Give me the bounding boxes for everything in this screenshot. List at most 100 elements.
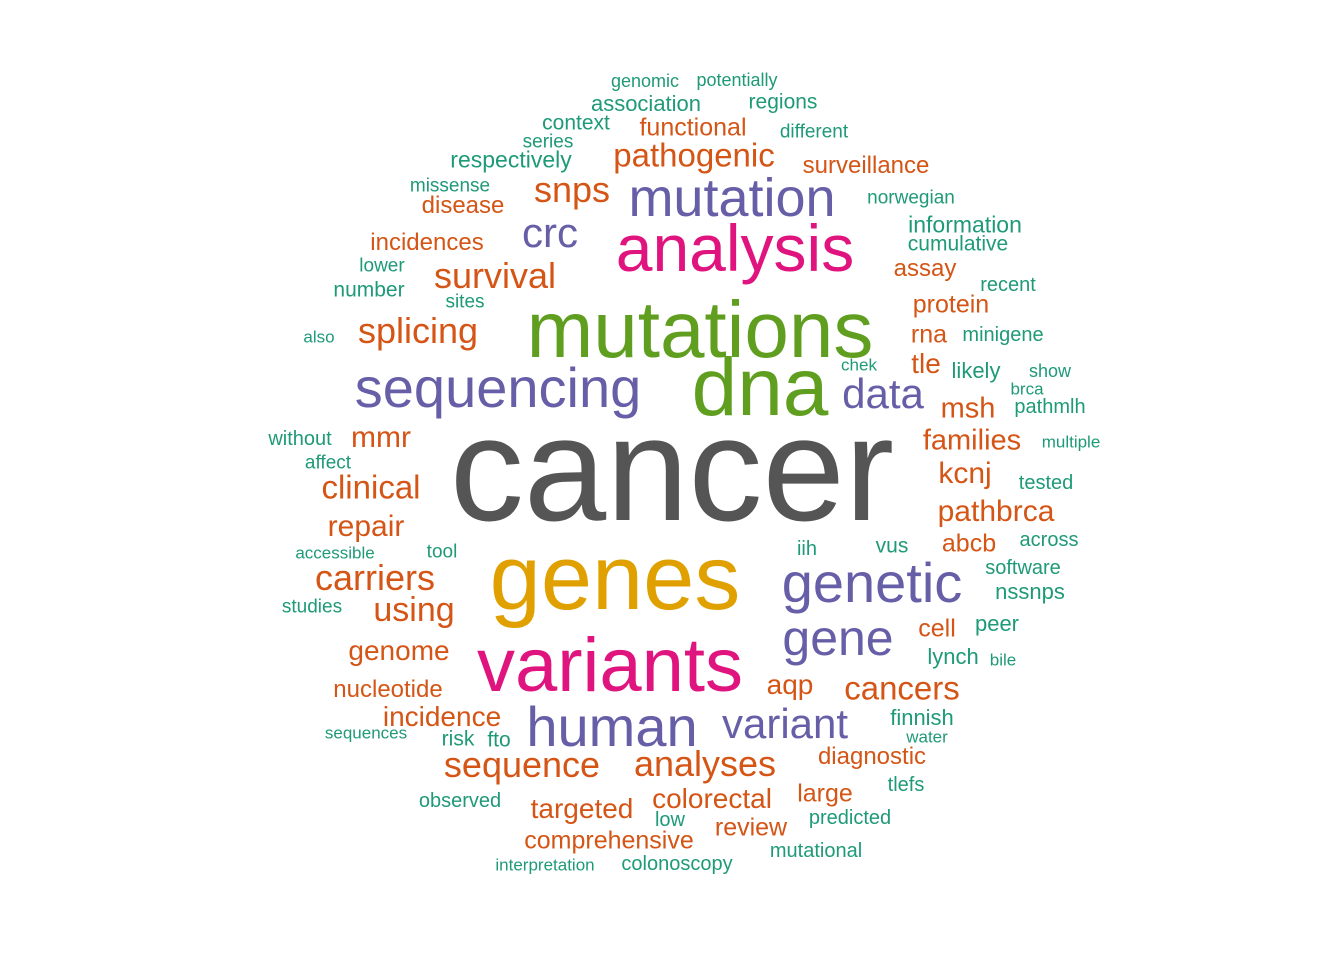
- word-cell: cell: [918, 614, 956, 643]
- word-data: data: [842, 370, 924, 417]
- word-tested: tested: [1018, 472, 1074, 494]
- word-series: series: [522, 131, 574, 153]
- word-fto: fto: [487, 728, 511, 752]
- word-norwegian: norwegian: [867, 187, 955, 209]
- word-crc: crc: [522, 209, 578, 256]
- word-number: number: [333, 278, 405, 302]
- word-tlefs: tlefs: [887, 774, 925, 796]
- word-affect: affect: [304, 452, 352, 474]
- word-comprehensive: comprehensive: [524, 826, 694, 855]
- word-gene: gene: [782, 610, 894, 666]
- word-kcnj: kcnj: [938, 457, 992, 490]
- word-low: low: [654, 809, 686, 831]
- word-pathbrca: pathbrca: [937, 495, 1055, 528]
- word-recent: recent: [980, 274, 1036, 296]
- word-families: families: [922, 424, 1022, 457]
- word-snps: snps: [533, 169, 611, 210]
- word-disease: disease: [421, 192, 505, 219]
- word-pathogenic: pathogenic: [613, 136, 775, 174]
- word-predicted: predicted: [808, 807, 892, 829]
- word-splicing: splicing: [357, 310, 479, 351]
- word-diagnostic: diagnostic: [817, 743, 927, 770]
- word-lynch: lynch: [927, 644, 979, 669]
- word-nssnps: nssnps: [995, 579, 1065, 604]
- word-incidence: incidence: [382, 701, 502, 732]
- word-abcb: abcb: [941, 529, 997, 558]
- word-context: context: [542, 111, 610, 135]
- word-sequences: sequences: [324, 723, 408, 743]
- word-mutational: mutational: [769, 840, 863, 862]
- word-observed: observed: [418, 790, 502, 812]
- word-peer: peer: [974, 611, 1020, 636]
- word-variants: variants: [476, 623, 744, 708]
- word-variant: variant: [721, 700, 849, 747]
- word-also: also: [303, 327, 335, 347]
- word-aqp: aqp: [766, 669, 814, 700]
- word-missense: missense: [409, 175, 491, 197]
- word-targeted: targeted: [530, 793, 634, 824]
- word-human: human: [526, 695, 698, 758]
- word-assay: assay: [893, 255, 957, 282]
- word-tle: tle: [911, 348, 941, 379]
- word-carriers: carriers: [314, 557, 436, 598]
- word-finnish: finnish: [890, 705, 954, 730]
- word-respectively: respectively: [450, 146, 572, 173]
- word-lower: lower: [359, 255, 405, 277]
- word-water: water: [906, 727, 948, 747]
- word-genes: genes: [489, 527, 741, 629]
- word-regions: regions: [748, 90, 818, 114]
- word-cancer: cancer: [449, 387, 895, 552]
- word-mmr: mmr: [351, 421, 411, 454]
- word-analysis: analysis: [615, 211, 855, 285]
- word-genome: genome: [348, 635, 450, 666]
- word-accessible: accessible: [295, 543, 375, 563]
- word-dna: dna: [691, 342, 829, 433]
- word-vus: vus: [875, 534, 909, 558]
- word-cancers: cancers: [844, 669, 960, 707]
- word-nucleotide: nucleotide: [333, 676, 443, 703]
- word-survival: survival: [433, 255, 557, 296]
- word-pathmlh: pathmlh: [1014, 396, 1086, 418]
- word-tool: tool: [426, 541, 458, 563]
- word-studies: studies: [281, 596, 343, 618]
- word-surveillance: surveillance: [802, 152, 930, 179]
- word-colorectal: colorectal: [652, 783, 772, 814]
- word-protein: protein: [912, 290, 990, 319]
- word-different: different: [779, 121, 849, 143]
- word-interpretation: interpretation: [495, 855, 595, 875]
- word-show: show: [1028, 361, 1072, 381]
- word-bile: bile: [989, 650, 1017, 670]
- word-chek: chek: [841, 355, 877, 375]
- word-potentially: potentially: [696, 70, 778, 90]
- word-analyses: analyses: [633, 743, 777, 784]
- word-risk: risk: [441, 727, 475, 751]
- word-sequence: sequence: [443, 744, 601, 785]
- word-clinical: clinical: [321, 468, 421, 506]
- word-mutations: mutations: [526, 285, 874, 374]
- word-sequencing: sequencing: [354, 356, 642, 419]
- word-minigene: minigene: [962, 324, 1044, 346]
- word-large: large: [797, 779, 853, 808]
- word-genomic: genomic: [610, 71, 680, 91]
- word-cumulative: cumulative: [907, 232, 1009, 256]
- word-using: using: [373, 591, 455, 629]
- word-repair: repair: [327, 510, 405, 543]
- word-colonoscopy: colonoscopy: [621, 853, 733, 875]
- word-multiple: multiple: [1041, 432, 1101, 452]
- word-review: review: [714, 813, 788, 842]
- word-rna: rna: [910, 320, 948, 349]
- word-genetic: genetic: [781, 551, 963, 614]
- word-software: software: [985, 557, 1061, 579]
- word-brca: brca: [1010, 379, 1044, 399]
- word-across: across: [1019, 529, 1079, 551]
- word-iih: iih: [796, 538, 818, 560]
- word-mutation: mutation: [628, 168, 836, 228]
- word-sites: sites: [445, 291, 485, 313]
- word-without: without: [268, 428, 332, 450]
- word-incidences: incidences: [370, 229, 484, 256]
- word-likely: likely: [951, 358, 1001, 383]
- word-msh: msh: [940, 392, 996, 425]
- word-functional: functional: [639, 113, 747, 142]
- word-information: information: [908, 211, 1022, 238]
